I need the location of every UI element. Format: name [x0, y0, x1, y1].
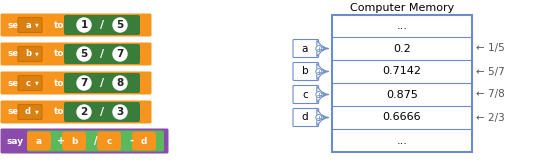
- Text: Computer Memory: Computer Memory: [350, 3, 454, 13]
- Text: 0.7142: 0.7142: [383, 67, 421, 76]
- Text: say: say: [7, 136, 24, 146]
- Text: b: b: [25, 50, 31, 59]
- FancyBboxPatch shape: [27, 131, 164, 151]
- FancyBboxPatch shape: [97, 132, 121, 150]
- FancyBboxPatch shape: [64, 73, 140, 93]
- FancyBboxPatch shape: [1, 101, 152, 124]
- Circle shape: [113, 76, 127, 90]
- FancyBboxPatch shape: [293, 109, 319, 126]
- FancyBboxPatch shape: [132, 132, 156, 150]
- Text: 1: 1: [80, 20, 87, 30]
- Text: a: a: [302, 44, 308, 53]
- FancyBboxPatch shape: [293, 39, 319, 58]
- Text: 0.6666: 0.6666: [383, 112, 421, 123]
- Text: b: b: [302, 67, 309, 76]
- Text: ▼: ▼: [35, 81, 39, 86]
- FancyBboxPatch shape: [64, 15, 140, 35]
- Circle shape: [113, 105, 127, 119]
- FancyBboxPatch shape: [1, 43, 152, 66]
- FancyBboxPatch shape: [18, 104, 42, 119]
- Text: ← 2/3: ← 2/3: [476, 112, 505, 123]
- FancyBboxPatch shape: [1, 128, 169, 154]
- Text: c: c: [106, 136, 112, 146]
- Text: ← 1/5: ← 1/5: [476, 44, 505, 53]
- Text: set: set: [7, 79, 23, 88]
- FancyBboxPatch shape: [18, 17, 42, 32]
- Polygon shape: [317, 110, 324, 126]
- Text: 2: 2: [80, 107, 87, 117]
- Text: 5: 5: [80, 49, 87, 59]
- Text: 3: 3: [116, 107, 124, 117]
- Circle shape: [113, 18, 127, 32]
- Text: ▼: ▼: [35, 110, 39, 114]
- Circle shape: [316, 68, 322, 74]
- Text: to: to: [54, 108, 64, 117]
- Polygon shape: [317, 40, 324, 57]
- Text: 0.875: 0.875: [386, 89, 418, 99]
- Text: c: c: [25, 79, 30, 88]
- Polygon shape: [317, 64, 324, 80]
- Text: /: /: [100, 20, 104, 30]
- Text: 7: 7: [80, 78, 88, 88]
- Circle shape: [77, 47, 91, 61]
- Circle shape: [316, 45, 322, 52]
- Text: b: b: [71, 136, 77, 146]
- Text: d: d: [25, 108, 31, 117]
- Text: a: a: [36, 136, 42, 146]
- Circle shape: [77, 105, 91, 119]
- Text: /: /: [100, 78, 104, 88]
- Text: set: set: [7, 50, 23, 59]
- Text: set: set: [7, 21, 23, 30]
- Text: 5: 5: [116, 20, 124, 30]
- Text: ...: ...: [397, 21, 408, 31]
- Text: 7: 7: [116, 49, 124, 59]
- FancyBboxPatch shape: [293, 86, 319, 104]
- Text: 8: 8: [116, 78, 124, 88]
- Text: to: to: [54, 50, 64, 59]
- Text: -: -: [129, 136, 133, 146]
- FancyBboxPatch shape: [18, 75, 42, 90]
- Circle shape: [77, 18, 91, 32]
- Text: ▼: ▼: [35, 22, 39, 28]
- Circle shape: [316, 91, 322, 97]
- Text: set: set: [7, 108, 23, 117]
- Text: to: to: [54, 79, 64, 88]
- Text: +: +: [57, 136, 65, 146]
- Circle shape: [316, 114, 322, 120]
- FancyBboxPatch shape: [64, 102, 140, 122]
- Text: c: c: [302, 89, 308, 99]
- Text: to: to: [54, 21, 64, 30]
- Polygon shape: [317, 87, 324, 103]
- FancyBboxPatch shape: [64, 44, 140, 64]
- FancyBboxPatch shape: [27, 132, 51, 150]
- Text: d: d: [302, 112, 309, 123]
- FancyBboxPatch shape: [18, 46, 42, 61]
- Text: a: a: [25, 21, 31, 30]
- Text: ▼: ▼: [35, 52, 39, 57]
- Text: ← 5/7: ← 5/7: [476, 67, 505, 76]
- Text: d: d: [141, 136, 147, 146]
- Text: /: /: [100, 107, 104, 117]
- FancyBboxPatch shape: [1, 72, 152, 95]
- Text: 0.2: 0.2: [393, 44, 411, 53]
- Text: ...: ...: [397, 135, 408, 146]
- Text: /: /: [100, 49, 104, 59]
- Text: /: /: [94, 136, 98, 146]
- Circle shape: [77, 76, 91, 90]
- FancyBboxPatch shape: [62, 132, 86, 150]
- Circle shape: [113, 47, 127, 61]
- Bar: [332, 15, 472, 152]
- FancyBboxPatch shape: [1, 14, 152, 37]
- FancyBboxPatch shape: [293, 62, 319, 81]
- Text: ← 7/8: ← 7/8: [476, 89, 505, 99]
